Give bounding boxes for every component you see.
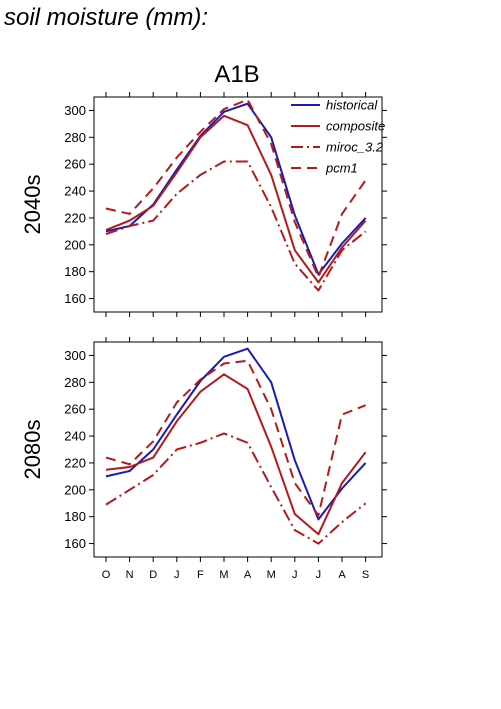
y-tick-label: 160	[64, 536, 86, 551]
y-axis-label: 2080s	[20, 420, 45, 480]
x-tick-label: M	[219, 569, 228, 581]
x-tick-label: D	[149, 569, 157, 581]
panel-2040s: 160 180 200 220 240 260 280 300 2040s historical c…	[20, 92, 387, 317]
series-line-miroc_3.2	[105, 160, 367, 292]
chart-title: A1B	[214, 61, 259, 88]
x-tick-label: N	[126, 569, 134, 581]
y-tick-label: 200	[64, 237, 86, 252]
y-tick-label: 280	[64, 130, 86, 145]
x-tick-label: J	[292, 569, 298, 581]
x-tick-label: A	[338, 569, 346, 581]
y-tick-label: 160	[64, 291, 86, 306]
x-tick-label: M	[267, 569, 276, 581]
legend-label-miroc_3.2: miroc_3.2	[326, 140, 384, 155]
y-tick-label: 180	[64, 509, 86, 524]
x-tick-label: J	[174, 569, 180, 581]
series-line-miroc_3.2	[105, 432, 367, 545]
y-tick-label: 220	[64, 210, 86, 225]
y-tick-label: 260	[64, 157, 86, 172]
y-axis-label: 2040s	[20, 175, 45, 235]
series-line-pcm1	[105, 98, 367, 279]
y-tick-label: 300	[64, 348, 86, 363]
series-line-composite	[105, 373, 367, 536]
legend: historical composite miroc_3.2 pcm1	[291, 98, 385, 176]
series-line-historical	[105, 347, 367, 521]
series-line-composite	[105, 114, 367, 284]
y-tick-label: 300	[64, 103, 86, 118]
plot-frame	[93, 341, 383, 558]
y-tick-label: 280	[64, 375, 86, 390]
legend-label-composite: composite	[326, 119, 385, 134]
y-tick-label: 220	[64, 455, 86, 470]
plot-frame	[93, 96, 383, 313]
series-line-pcm1	[105, 359, 366, 517]
page-heading: soil moisture (mm):	[4, 4, 209, 31]
panel-2080s: 160 180 200 220 240 260 280 300 2080s	[20, 337, 387, 562]
legend-label-historical: historical	[326, 98, 378, 113]
y-tick-label: 240	[64, 184, 86, 199]
x-tick-label: F	[197, 569, 204, 581]
y-tick-label: 200	[64, 482, 86, 497]
x-tick-label: S	[362, 569, 369, 581]
legend-label-pcm1: pcm1	[325, 161, 358, 176]
x-tick-label: O	[102, 569, 111, 581]
x-tick-label: J	[316, 569, 322, 581]
x-tick-label: A	[244, 569, 252, 581]
y-tick-label: 180	[64, 264, 86, 279]
y-tick-label: 240	[64, 429, 86, 444]
y-tick-label: 260	[64, 402, 86, 417]
